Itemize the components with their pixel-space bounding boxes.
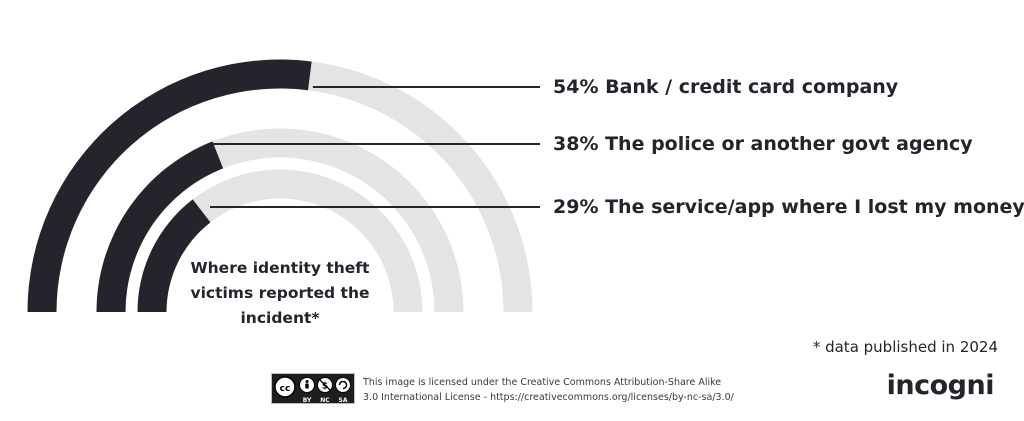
series-label-police: 38% The police or another govt agency <box>553 133 973 155</box>
series-label-bank: 54% Bank / credit card company <box>553 76 899 98</box>
license-line-1: This image is licensed under the Creativ… <box>363 377 722 388</box>
track-service <box>137 169 423 312</box>
bar-bank <box>27 59 312 313</box>
cc-nc-text: NC <box>320 397 330 404</box>
bar-police <box>96 141 224 312</box>
cc-badge-icon: cc $ BY NC SA <box>274 376 351 404</box>
svg-text:$: $ <box>322 382 328 392</box>
cc-license-badge[interactable]: cc $ BY NC SA <box>271 373 355 404</box>
svg-text:cc: cc <box>280 384 291 394</box>
footnote: * data published in 2024 <box>812 338 998 356</box>
chart-title: Where identity theft victims reported th… <box>190 259 370 327</box>
cc-by-text: BY <box>303 397 312 404</box>
cc-sa-text: SA <box>339 397 348 404</box>
series-label-service: 29% The service/app where I lost my mone… <box>553 196 1024 218</box>
license-text: This image is licensed under the Creativ… <box>363 375 783 405</box>
license-line-2[interactable]: 3.0 International License - https://crea… <box>363 392 734 403</box>
bar-service <box>137 199 211 312</box>
brand-logo: incogni <box>886 370 995 401</box>
